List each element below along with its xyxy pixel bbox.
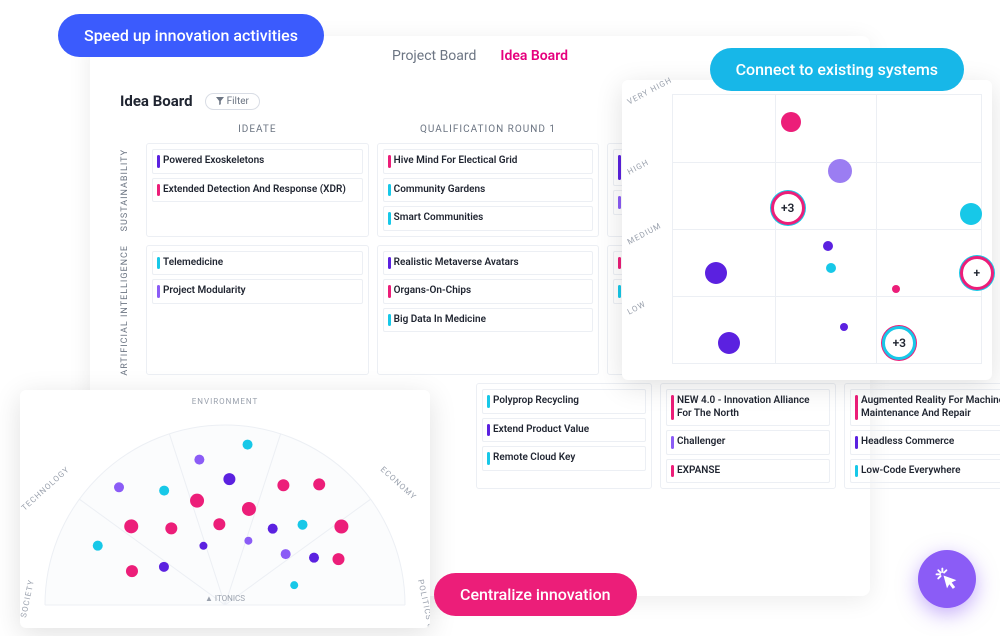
radar-dot[interactable] bbox=[309, 553, 319, 563]
idea-card[interactable]: Project Modularity bbox=[152, 279, 363, 304]
scatter-bubble[interactable] bbox=[705, 262, 727, 284]
tab-project-board[interactable]: Project Board bbox=[392, 48, 476, 64]
radar-dot[interactable] bbox=[268, 524, 278, 534]
scatter-y-label: HIGH bbox=[626, 158, 651, 177]
idea-card[interactable]: Remote Cloud Key bbox=[482, 446, 646, 471]
scatter-bubble[interactable] bbox=[781, 112, 801, 132]
scatter-cluster[interactable]: +3 bbox=[882, 326, 916, 360]
scatter-bubble[interactable] bbox=[823, 241, 833, 251]
idea-card[interactable]: Extend Product Value bbox=[482, 418, 646, 443]
scatter-bubble[interactable] bbox=[960, 203, 982, 225]
idea-card[interactable]: Smart Communities bbox=[383, 206, 594, 231]
radar-dot[interactable] bbox=[334, 519, 348, 533]
pointer-click-icon bbox=[933, 565, 961, 593]
card-group: Polyprop Recycling Extend Product Value Re… bbox=[476, 383, 652, 489]
col-header: QUALIFICATION ROUND 1 bbox=[377, 124, 600, 135]
tab-idea-board[interactable]: Idea Board bbox=[500, 48, 568, 64]
idea-card[interactable]: Telemedicine bbox=[152, 251, 363, 276]
radar-dot[interactable] bbox=[126, 565, 138, 577]
card-group: Powered Exoskeletons Extended Detection A… bbox=[146, 143, 369, 237]
radar-dot[interactable] bbox=[165, 522, 177, 534]
idea-card[interactable]: EXPANSE bbox=[666, 459, 830, 484]
col-header: IDEATE bbox=[146, 124, 369, 135]
radar-dot[interactable] bbox=[159, 486, 169, 496]
action-fab[interactable] bbox=[918, 550, 976, 608]
radar-dot[interactable] bbox=[124, 519, 138, 533]
card-group: Augmented Reality For Machine Maintenanc… bbox=[844, 383, 1000, 489]
radar-dot[interactable] bbox=[199, 542, 207, 550]
card-group: Telemedicine Project Modularity bbox=[146, 245, 369, 376]
radar-brand: ▲ ITONICS bbox=[205, 594, 245, 603]
radar-dot[interactable] bbox=[114, 482, 124, 492]
radar-dot[interactable] bbox=[93, 541, 103, 551]
card-group: Hive Mind For Electical Grid Community Ga… bbox=[377, 143, 600, 237]
radar-dot[interactable] bbox=[190, 494, 204, 508]
radar-sector-label: ECONOMY bbox=[379, 465, 419, 502]
filter-icon bbox=[216, 97, 224, 105]
idea-card[interactable]: NEW 4.0 - Innovation Alliance For The No… bbox=[666, 389, 830, 426]
filter-label: Filter bbox=[227, 96, 249, 107]
idea-card[interactable]: Challenger bbox=[666, 430, 830, 455]
idea-card[interactable]: Low-Code Everywhere bbox=[850, 459, 1000, 484]
radar-dot[interactable] bbox=[159, 562, 169, 572]
lane-label: SUSTAINABILITY bbox=[120, 149, 138, 231]
radar-dot[interactable] bbox=[290, 581, 298, 589]
scatter-bubble[interactable] bbox=[840, 323, 848, 331]
idea-card[interactable]: Augmented Reality For Machine Maintenanc… bbox=[850, 389, 1000, 426]
radar-dot[interactable] bbox=[194, 455, 204, 465]
board-title: Idea Board bbox=[120, 92, 193, 110]
callout-speed: Speed up innovation activities bbox=[58, 14, 324, 57]
radar-sector-label: SOCIETY bbox=[20, 579, 36, 619]
idea-card[interactable]: Hive Mind For Electical Grid bbox=[383, 149, 594, 174]
idea-card[interactable]: Headless Commerce bbox=[850, 430, 1000, 455]
radar-sector-label: POLITICS & LAW bbox=[416, 579, 430, 628]
callout-centralize: Centralize innovation bbox=[434, 573, 637, 616]
scatter-bubble[interactable] bbox=[718, 332, 740, 354]
radar-sector-label: ENVIRONMENT bbox=[192, 397, 259, 406]
radar-dot[interactable] bbox=[242, 502, 256, 516]
radar-dot[interactable] bbox=[243, 440, 253, 450]
lane-label: ARTIFICIAL INTELLIGENCE bbox=[120, 245, 138, 376]
radar-dot[interactable] bbox=[298, 520, 308, 530]
idea-card[interactable]: Organs-On-Chips bbox=[383, 279, 594, 304]
scatter-cluster[interactable]: +3 bbox=[771, 191, 805, 225]
callout-connect: Connect to existing systems bbox=[710, 48, 964, 91]
idea-card[interactable]: Realistic Metaverse Avatars bbox=[383, 251, 594, 276]
scatter-y-label: VERY HIGH bbox=[626, 75, 674, 106]
scatter-y-label: MEDIUM bbox=[626, 221, 663, 246]
scatter-grid: +3+3+ bbox=[672, 94, 982, 364]
radar-dot[interactable] bbox=[277, 479, 289, 491]
idea-card[interactable]: Community Gardens bbox=[383, 178, 594, 203]
radar-chart: ENVIRONMENT ECONOMY POLITICS & LAW SOCIETY T… bbox=[20, 390, 430, 628]
board-tabs: Project Board Idea Board bbox=[392, 48, 568, 64]
scatter-bubble[interactable] bbox=[892, 285, 900, 293]
idea-card[interactable]: Powered Exoskeletons bbox=[152, 149, 363, 174]
card-group: Realistic Metaverse Avatars Organs-On-Chi… bbox=[377, 245, 600, 376]
scatter-bubble[interactable] bbox=[826, 263, 836, 273]
card-group: NEW 4.0 - Innovation Alliance For The No… bbox=[660, 383, 836, 489]
filter-button[interactable]: Filter bbox=[205, 93, 260, 110]
radar-dot[interactable] bbox=[223, 473, 235, 485]
idea-card[interactable]: Big Data In Medicine bbox=[383, 308, 594, 333]
radar-sector-label: TECHNOLOGY bbox=[20, 465, 71, 513]
radar-dot[interactable] bbox=[313, 478, 325, 490]
idea-card[interactable]: Extended Detection And Response (XDR) bbox=[152, 178, 363, 203]
idea-card[interactable]: Polyprop Recycling bbox=[482, 389, 646, 414]
radar-panel: ENVIRONMENT ECONOMY POLITICS & LAW SOCIETY T… bbox=[20, 390, 430, 628]
radar-dot[interactable] bbox=[332, 553, 344, 565]
radar-dot[interactable] bbox=[281, 549, 291, 559]
scatter-panel: +3+3+ VERY HIGHHIGHMEDIUMLOW bbox=[622, 80, 992, 380]
scatter-y-label: LOW bbox=[626, 299, 648, 316]
radar-dot[interactable] bbox=[213, 518, 225, 530]
scatter-cluster[interactable]: + bbox=[960, 256, 994, 290]
scatter-bubble[interactable] bbox=[828, 159, 852, 183]
radar-dot[interactable] bbox=[244, 537, 252, 545]
